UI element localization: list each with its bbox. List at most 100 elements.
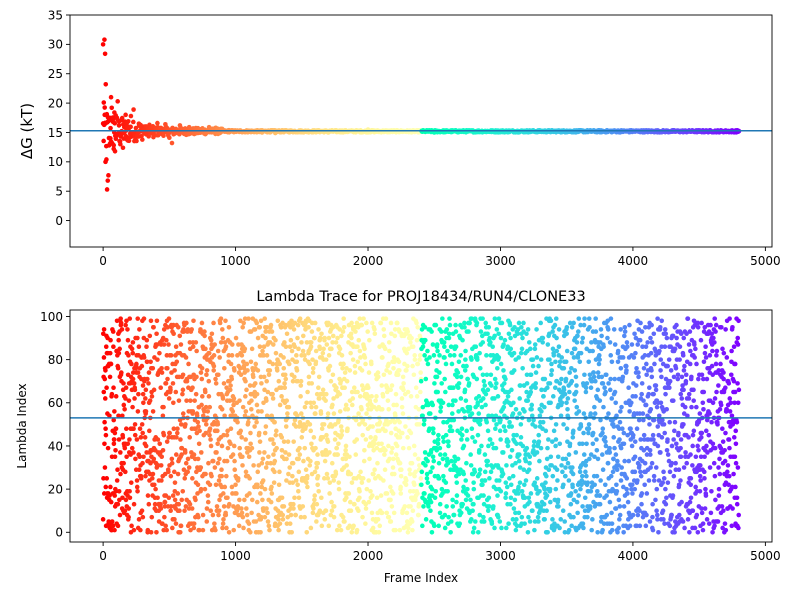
lambda-trace-point xyxy=(387,456,392,462)
lambda-trace-point xyxy=(333,471,339,477)
lambda-trace-point xyxy=(427,411,433,416)
lambda-trace-point xyxy=(632,486,638,492)
lambda-trace-point xyxy=(516,510,522,516)
lambda-trace-point xyxy=(359,383,365,388)
lambda-trace-point xyxy=(507,476,512,481)
lambda-trace-point xyxy=(134,484,140,490)
lambda-trace-point xyxy=(285,439,291,444)
lambda-trace-point xyxy=(564,324,570,330)
lambda-trace-point xyxy=(646,391,651,397)
lambda-trace-point xyxy=(517,452,522,457)
lambda-trace-point xyxy=(242,497,247,503)
lambda-trace-point xyxy=(123,396,128,401)
lambda-trace-point xyxy=(280,517,286,522)
lambda-trace-point xyxy=(451,417,457,423)
lambda-trace-point xyxy=(298,514,304,520)
lambda-trace-point xyxy=(347,368,353,373)
lambda-trace-point xyxy=(706,521,712,526)
lambda-trace-point xyxy=(210,512,216,518)
lambda-trace-point xyxy=(688,452,693,457)
lambda-trace-point xyxy=(553,422,559,427)
lambda-trace-point xyxy=(435,437,441,442)
lambda-trace-point xyxy=(415,324,420,330)
lambda-trace-point xyxy=(706,432,712,438)
lambda-trace-point xyxy=(388,430,394,436)
lambda-trace-point xyxy=(588,411,594,416)
lambda-trace-point xyxy=(670,493,676,498)
lambda-trace-point xyxy=(375,370,381,375)
lambda-trace-point xyxy=(612,342,618,347)
lambda-trace-point xyxy=(425,458,430,464)
lambda-trace-point xyxy=(695,529,701,535)
lambda-trace-point xyxy=(188,398,193,403)
lambda-trace-point xyxy=(520,365,525,371)
lambda-trace-point xyxy=(545,445,550,451)
lambda-trace-point xyxy=(381,333,387,339)
lambda-trace-point xyxy=(463,478,469,483)
lambda-trace-point xyxy=(357,316,363,321)
lambda-trace-point xyxy=(417,357,422,362)
lambda-trace-point xyxy=(304,529,310,535)
lambda-trace-point xyxy=(483,320,489,326)
lambda-trace-point xyxy=(283,424,289,429)
lambda-trace-point xyxy=(248,430,253,436)
lambda-trace-point xyxy=(206,394,212,399)
lambda-trace-point xyxy=(554,467,560,473)
lambda-trace-point xyxy=(679,396,685,401)
lambda-trace-point xyxy=(506,331,512,337)
lambda-trace-point xyxy=(308,428,314,434)
lambda-trace-point xyxy=(611,327,617,332)
lambda-trace-point xyxy=(325,439,331,444)
lambda-trace-point xyxy=(658,450,663,455)
lambda-trace-point xyxy=(671,437,676,442)
lambda-trace-point xyxy=(637,337,643,343)
lambda-trace-point xyxy=(435,348,440,354)
lambda-trace-point xyxy=(115,365,121,371)
lambda-trace-point xyxy=(135,488,140,494)
lambda-trace-point xyxy=(402,504,408,509)
lambda-trace-point xyxy=(456,471,462,477)
lambda-trace-point xyxy=(678,454,684,460)
lambda-trace-point xyxy=(254,402,260,408)
lambda-trace-point xyxy=(372,327,377,332)
delta-g-point xyxy=(103,82,109,87)
lambda-trace-point xyxy=(289,318,294,324)
lambda-trace-point xyxy=(412,357,418,362)
lambda-trace-point xyxy=(644,512,649,518)
lambda-trace-point xyxy=(387,348,392,354)
lambda-trace-point xyxy=(181,329,187,334)
lambda-trace-point xyxy=(448,529,453,535)
lambda-trace-point xyxy=(194,413,200,419)
lambda-trace-point xyxy=(190,385,195,390)
lambda-trace-point xyxy=(331,396,336,401)
lambda-trace-point xyxy=(415,491,420,496)
lambda-trace-point xyxy=(688,348,693,354)
lambda-trace-point xyxy=(258,514,264,520)
lambda-trace-point xyxy=(532,346,538,352)
lambda-trace-point xyxy=(337,409,343,414)
lambda-trace-point xyxy=(221,517,226,522)
lambda-trace-point xyxy=(202,486,208,492)
lambda-trace-point xyxy=(485,428,491,434)
lambda-trace-point xyxy=(667,378,673,384)
lambda-trace-point xyxy=(196,514,201,520)
lambda-trace-point xyxy=(481,519,487,524)
lambda-trace-point xyxy=(273,432,279,438)
lambda-trace-point xyxy=(397,435,403,440)
lambda-trace-point xyxy=(593,329,599,334)
lambda-trace-point xyxy=(524,445,530,451)
lambda-trace-point xyxy=(511,368,517,373)
lambda-trace-point xyxy=(108,484,113,490)
lambda-trace-point xyxy=(633,350,638,356)
lambda-trace-point xyxy=(553,486,559,492)
lambda-trace-point xyxy=(274,445,279,451)
lambda-trace-point xyxy=(456,359,462,365)
lambda-trace-point xyxy=(252,327,258,332)
lambda-trace-point xyxy=(438,452,443,457)
lambda-trace-point xyxy=(228,441,233,447)
lambda-trace-point xyxy=(291,506,296,511)
lambda-trace-point xyxy=(615,359,621,365)
lambda-trace-point xyxy=(473,344,479,349)
delta-g-point xyxy=(124,120,130,126)
lambda-trace-point xyxy=(168,508,173,514)
